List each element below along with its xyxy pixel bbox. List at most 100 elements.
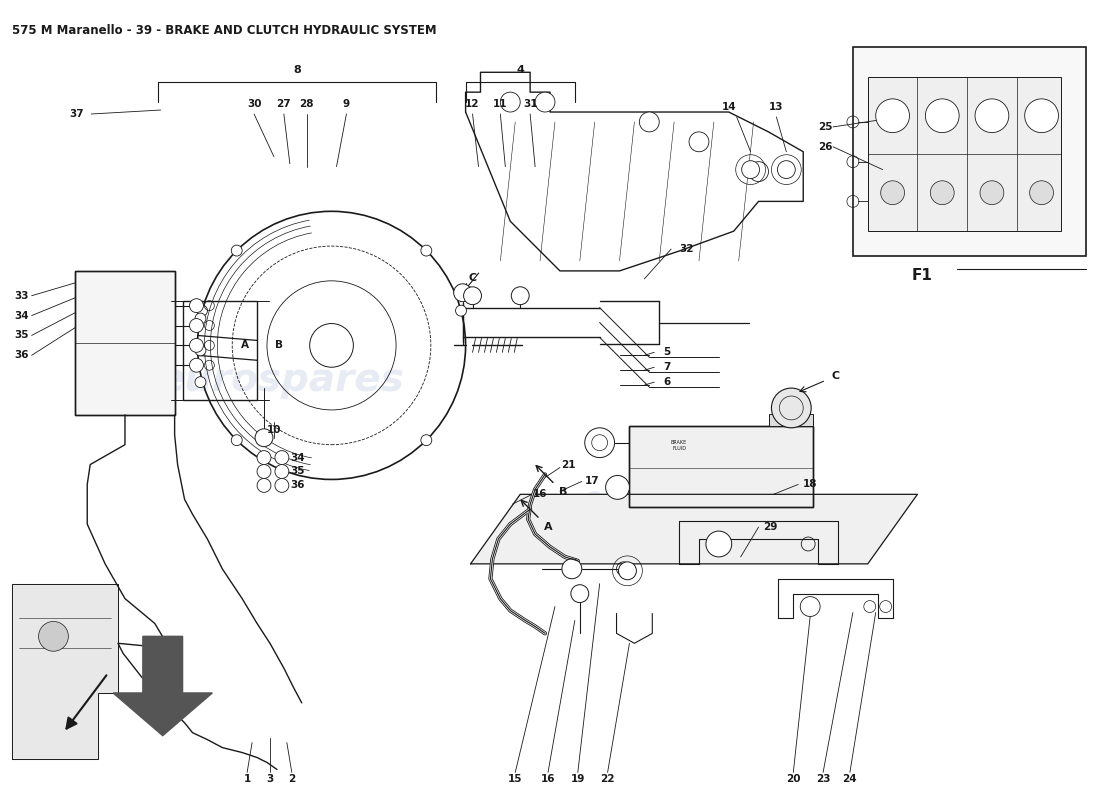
Bar bbox=[75, 271, 175, 415]
Circle shape bbox=[618, 562, 637, 580]
Text: B: B bbox=[559, 487, 568, 498]
Circle shape bbox=[231, 245, 242, 256]
Circle shape bbox=[189, 338, 204, 352]
Text: 1: 1 bbox=[243, 774, 251, 784]
Circle shape bbox=[881, 181, 904, 205]
Circle shape bbox=[195, 345, 206, 356]
Text: 19: 19 bbox=[571, 774, 585, 784]
Text: 31: 31 bbox=[522, 99, 538, 109]
Circle shape bbox=[195, 313, 206, 324]
Text: 11: 11 bbox=[493, 99, 507, 109]
Circle shape bbox=[455, 306, 466, 316]
Bar bbox=[183, 301, 257, 400]
Circle shape bbox=[741, 161, 759, 178]
Circle shape bbox=[778, 161, 795, 178]
Text: F1: F1 bbox=[912, 268, 933, 283]
Text: 8: 8 bbox=[293, 66, 300, 75]
Circle shape bbox=[771, 388, 811, 428]
Circle shape bbox=[275, 450, 289, 465]
Circle shape bbox=[925, 99, 959, 133]
Circle shape bbox=[189, 298, 204, 313]
Text: 15: 15 bbox=[508, 774, 522, 784]
Circle shape bbox=[453, 284, 472, 302]
Text: A: A bbox=[241, 340, 249, 350]
Bar bbox=[770, 414, 813, 426]
Circle shape bbox=[257, 450, 271, 465]
Circle shape bbox=[931, 181, 954, 205]
Text: C: C bbox=[832, 371, 840, 381]
Text: 29: 29 bbox=[763, 522, 778, 532]
Text: 16: 16 bbox=[532, 490, 548, 499]
Text: 28: 28 bbox=[299, 99, 314, 109]
Circle shape bbox=[189, 358, 204, 372]
Circle shape bbox=[197, 306, 208, 316]
Circle shape bbox=[689, 132, 708, 152]
Text: eurospares: eurospares bbox=[160, 361, 405, 399]
Circle shape bbox=[421, 245, 432, 256]
Text: 36: 36 bbox=[289, 481, 305, 490]
Polygon shape bbox=[471, 494, 917, 564]
Text: 34: 34 bbox=[289, 453, 305, 462]
Text: 35: 35 bbox=[289, 466, 305, 477]
Circle shape bbox=[255, 429, 273, 446]
Text: B: B bbox=[275, 340, 283, 350]
Text: 21: 21 bbox=[561, 459, 575, 470]
Text: 575 M Maranello - 39 - BRAKE AND CLUTCH HYDRAULIC SYSTEM: 575 M Maranello - 39 - BRAKE AND CLUTCH … bbox=[12, 24, 437, 37]
Polygon shape bbox=[12, 584, 118, 759]
Circle shape bbox=[500, 92, 520, 112]
Text: 35: 35 bbox=[14, 330, 29, 341]
Circle shape bbox=[195, 377, 206, 387]
Circle shape bbox=[421, 434, 432, 446]
Text: 5: 5 bbox=[663, 347, 671, 358]
Polygon shape bbox=[113, 636, 212, 736]
Bar bbox=[75, 271, 175, 415]
Bar bbox=[629, 426, 813, 507]
Text: eurospares: eurospares bbox=[583, 485, 775, 514]
Circle shape bbox=[975, 99, 1009, 133]
Text: 34: 34 bbox=[14, 310, 29, 321]
Circle shape bbox=[562, 559, 582, 578]
Circle shape bbox=[257, 465, 271, 478]
Text: BRAKE
FLUID: BRAKE FLUID bbox=[671, 440, 688, 451]
Bar bbox=[629, 426, 813, 507]
Circle shape bbox=[257, 478, 271, 492]
Text: 27: 27 bbox=[276, 99, 292, 109]
Bar bbox=[868, 78, 1062, 231]
Text: 36: 36 bbox=[14, 350, 29, 360]
Text: 24: 24 bbox=[843, 774, 857, 784]
Circle shape bbox=[571, 585, 588, 602]
Text: 7: 7 bbox=[663, 362, 671, 372]
Text: 33: 33 bbox=[14, 290, 29, 301]
Text: 3: 3 bbox=[266, 774, 274, 784]
Circle shape bbox=[275, 465, 289, 478]
Circle shape bbox=[535, 92, 556, 112]
Text: 22: 22 bbox=[601, 774, 615, 784]
Text: 32: 32 bbox=[680, 244, 694, 254]
Text: 2: 2 bbox=[288, 774, 296, 784]
Circle shape bbox=[275, 478, 289, 492]
Text: 25: 25 bbox=[818, 122, 833, 132]
Text: 6: 6 bbox=[663, 377, 671, 387]
Circle shape bbox=[639, 112, 659, 132]
Text: 4: 4 bbox=[516, 66, 524, 75]
Circle shape bbox=[231, 434, 242, 446]
Text: 14: 14 bbox=[722, 102, 736, 112]
Text: 9: 9 bbox=[343, 99, 350, 109]
Text: 12: 12 bbox=[465, 99, 480, 109]
Text: 37: 37 bbox=[69, 109, 84, 119]
Text: 20: 20 bbox=[786, 774, 801, 784]
Text: 10: 10 bbox=[266, 425, 282, 434]
Bar bbox=[852, 47, 1087, 256]
Text: 30: 30 bbox=[246, 99, 262, 109]
Circle shape bbox=[706, 531, 732, 557]
Circle shape bbox=[876, 99, 910, 133]
Circle shape bbox=[1030, 181, 1054, 205]
Text: 17: 17 bbox=[584, 477, 600, 486]
Circle shape bbox=[1025, 99, 1058, 133]
Text: 16: 16 bbox=[541, 774, 556, 784]
Circle shape bbox=[189, 318, 204, 333]
Circle shape bbox=[512, 286, 529, 305]
Text: 26: 26 bbox=[818, 142, 833, 152]
Circle shape bbox=[980, 181, 1004, 205]
Text: 18: 18 bbox=[803, 479, 817, 490]
